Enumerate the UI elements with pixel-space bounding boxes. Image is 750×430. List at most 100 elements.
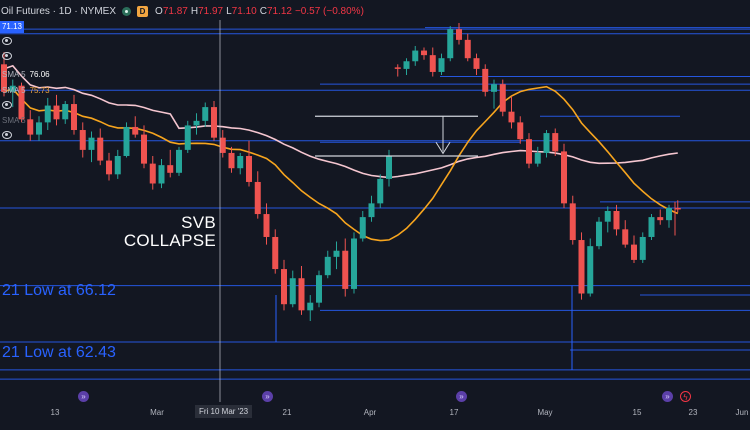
candle-body [1,64,7,92]
candles [1,23,681,322]
candle-body [307,302,314,311]
x-tick-label: 17 [449,408,459,417]
ohlc-key: L [226,5,232,17]
candle-body [167,165,174,173]
eye-icon[interactable] [2,101,12,109]
candle-body [184,125,191,150]
candle-body [281,269,287,305]
candle-body [543,133,550,153]
candle-body [499,84,506,112]
ohlc-key: C [259,5,267,17]
candle-body [534,152,541,164]
ohlc-value: 71.97 [198,5,224,17]
candle-body [316,275,322,303]
eye-icon[interactable] [2,131,12,139]
candle-body [228,152,235,169]
candle-body [53,105,60,120]
candle-body [202,107,209,121]
candle-body [123,126,130,156]
low-label-1: 21 Low at 66.12 [2,282,116,299]
event-marker-icon[interactable]: » [662,391,673,402]
svb-annotation: SVB COLLAPSE [120,214,216,250]
ohlc-readout: O71.87 H71.97 L71.10 C71.12 −0.57 (−0.80%) [155,6,367,17]
candle-body [482,68,489,92]
candle-body [333,250,340,257]
candle-body [604,211,611,222]
indicator-eye-row[interactable] [2,101,15,109]
candle-body [464,39,471,59]
symbol-name[interactable]: Oil Futures · 1D · NYMEX [1,5,117,17]
candle-body [176,149,182,173]
x-tick-label: 21 [282,408,292,417]
symbol-header: Oil Futures · 1D · NYMEX D O71.87 H71.97 L… [0,3,367,19]
candle-body [657,217,664,221]
eye-icon[interactable] [2,52,12,60]
candle-body [237,155,244,169]
moving-averages [3,64,679,242]
candle-body [386,155,392,179]
candle-body [517,122,524,140]
indicator-sma-1[interactable]: SMA 5 76.06 [2,70,50,79]
candle-body [569,203,576,241]
ohlc-key: O [155,5,163,17]
x-tick-label: Jun [735,408,749,417]
indicator-value: 76.06 [29,70,50,79]
candle-body [298,278,305,311]
settings-eye-icon-row-2[interactable] [2,52,15,60]
lightning-icon[interactable]: ϟ [680,391,691,402]
candle-body [438,58,445,72]
x-tick-label: May [537,408,553,417]
event-marker-icon[interactable]: » [78,391,89,402]
candle-body [394,67,401,69]
candle-body [193,120,200,126]
candle-body [429,55,436,72]
indicator-sma-2[interactable]: SMA 5 75.73 [2,86,50,95]
candle-body [622,229,629,245]
interval-badge[interactable]: D [137,5,149,17]
indicator-sma-3[interactable]: SMA 5 [2,116,26,125]
candle-body [36,122,42,135]
candle-body [132,126,139,135]
drawings [219,20,676,402]
candle-body [263,214,270,237]
candle-body [106,160,112,175]
event-marker-icon[interactable]: » [262,391,273,402]
candle-body [508,111,515,123]
candle-body [613,211,620,230]
candle-body [71,104,77,131]
candle-body [27,119,34,135]
candle-body [97,137,104,161]
last-price-badge: 71.13 [0,21,24,33]
sma-mid-line [3,85,679,242]
candle-body [79,130,86,150]
svb-line2: COLLAPSE [123,231,216,250]
candle-body [141,134,147,164]
candle-body [377,178,384,204]
event-marker-icon[interactable]: » [456,391,467,402]
candle-body [289,278,296,305]
eye-icon[interactable] [2,37,12,45]
candle-body [62,104,69,120]
arrow-head [435,141,451,155]
candle-body [88,137,95,150]
candle-body [219,137,226,153]
candle-body [114,155,121,175]
candle-body [158,165,165,184]
candle-body [561,151,567,204]
candle-body [18,85,25,120]
candle-body [491,84,497,92]
indicator-eye-row-2[interactable] [2,131,15,139]
candle-body [246,155,252,182]
settings-eye-icon-row[interactable] [2,37,15,45]
market-status-icon [122,6,132,16]
candle-body [648,217,655,237]
candle-body [211,107,217,138]
candle-body [368,203,375,218]
candle-body [421,50,427,56]
x-tick-label: 13 [50,408,60,417]
indicator-label: SMA 5 [2,70,26,79]
sma-long-line [3,64,678,179]
candle-body [254,181,261,215]
candle-body [674,207,681,210]
